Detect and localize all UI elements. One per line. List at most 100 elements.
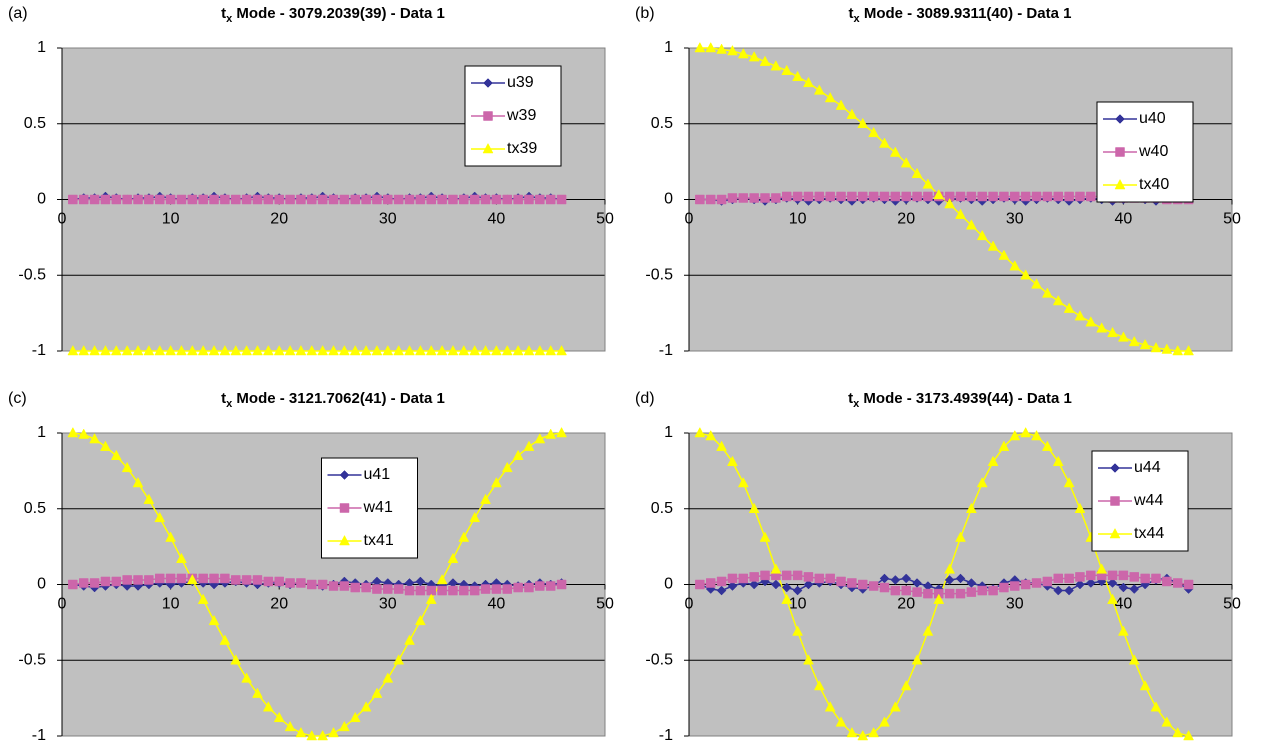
marker — [404, 194, 415, 205]
y-tick-label: 0 — [664, 576, 673, 593]
title-prefix: t — [848, 390, 853, 407]
marker — [469, 585, 480, 596]
marker — [328, 194, 339, 205]
marker — [1041, 287, 1053, 298]
marker — [393, 654, 405, 665]
marker — [727, 573, 738, 584]
marker — [781, 570, 792, 581]
marker — [307, 579, 317, 590]
marker — [187, 194, 198, 205]
legend-label: w41 — [363, 499, 393, 516]
marker — [716, 440, 727, 451]
marker — [296, 578, 306, 588]
marker — [414, 344, 426, 356]
marker — [1110, 463, 1120, 473]
marker — [1086, 191, 1096, 202]
marker — [252, 687, 263, 698]
marker — [176, 344, 187, 356]
y-tick-label: -0.5 — [18, 651, 46, 668]
marker — [296, 194, 306, 205]
marker — [814, 573, 825, 584]
marker — [1114, 178, 1126, 190]
marker — [469, 511, 481, 523]
marker — [998, 249, 1010, 260]
marker — [1009, 260, 1021, 271]
marker — [339, 194, 350, 205]
marker — [965, 219, 977, 230]
marker — [1064, 573, 1074, 584]
marker — [824, 91, 836, 103]
marker — [1031, 278, 1042, 289]
marker — [372, 194, 382, 205]
title-subscript: x — [854, 13, 861, 25]
marker — [976, 229, 988, 241]
marker — [1020, 269, 1032, 280]
marker — [1107, 570, 1118, 581]
marker — [987, 240, 999, 251]
marker — [835, 99, 847, 110]
series-line — [699, 47, 1189, 352]
x-tick-label: 0 — [685, 596, 694, 613]
marker — [1074, 502, 1086, 513]
marker — [695, 579, 705, 590]
title-prefix: t — [849, 5, 854, 22]
marker — [121, 344, 133, 356]
marker — [458, 531, 470, 542]
x-tick-label: 10 — [162, 211, 180, 228]
marker — [208, 344, 220, 356]
marker — [350, 194, 360, 205]
marker — [748, 502, 760, 513]
marker — [209, 573, 219, 584]
marker — [705, 41, 717, 53]
marker — [524, 582, 534, 593]
marker — [1128, 335, 1140, 347]
marker — [263, 194, 274, 205]
marker — [813, 679, 825, 691]
marker — [447, 344, 459, 356]
marker — [545, 581, 556, 591]
marker — [1109, 527, 1121, 539]
marker — [482, 142, 494, 154]
marker — [1031, 578, 1042, 588]
marker — [868, 581, 879, 591]
marker — [535, 194, 545, 205]
marker — [556, 344, 567, 356]
marker — [111, 194, 122, 205]
marker — [1172, 578, 1183, 588]
marker — [988, 191, 998, 202]
legend-label: u41 — [364, 466, 391, 483]
marker — [437, 585, 447, 596]
marker — [295, 726, 307, 738]
marker — [922, 625, 934, 636]
marker — [252, 344, 263, 356]
marker — [165, 344, 177, 356]
marker — [760, 193, 770, 203]
marker — [781, 582, 792, 593]
marker — [339, 534, 350, 546]
marker — [436, 344, 448, 356]
x-tick-label: 20 — [897, 211, 915, 228]
marker — [792, 70, 804, 82]
marker — [1183, 579, 1194, 590]
marker — [911, 167, 923, 178]
marker — [382, 672, 394, 683]
series-line — [699, 432, 1189, 737]
marker — [252, 194, 263, 205]
marker — [89, 578, 100, 588]
marker — [1110, 496, 1120, 506]
marker — [448, 194, 458, 205]
marker — [501, 461, 513, 473]
legend-label: u40 — [1139, 110, 1166, 127]
marker — [857, 117, 869, 128]
panel-label: (d) — [635, 390, 655, 407]
title-subscript: x — [226, 398, 233, 410]
marker — [154, 511, 166, 523]
marker — [977, 585, 987, 596]
marker — [999, 191, 1009, 202]
title-subscript: x — [853, 398, 860, 410]
marker — [197, 593, 209, 604]
marker — [1172, 726, 1184, 738]
marker — [284, 720, 296, 732]
marker — [404, 344, 415, 356]
marker — [208, 614, 220, 626]
